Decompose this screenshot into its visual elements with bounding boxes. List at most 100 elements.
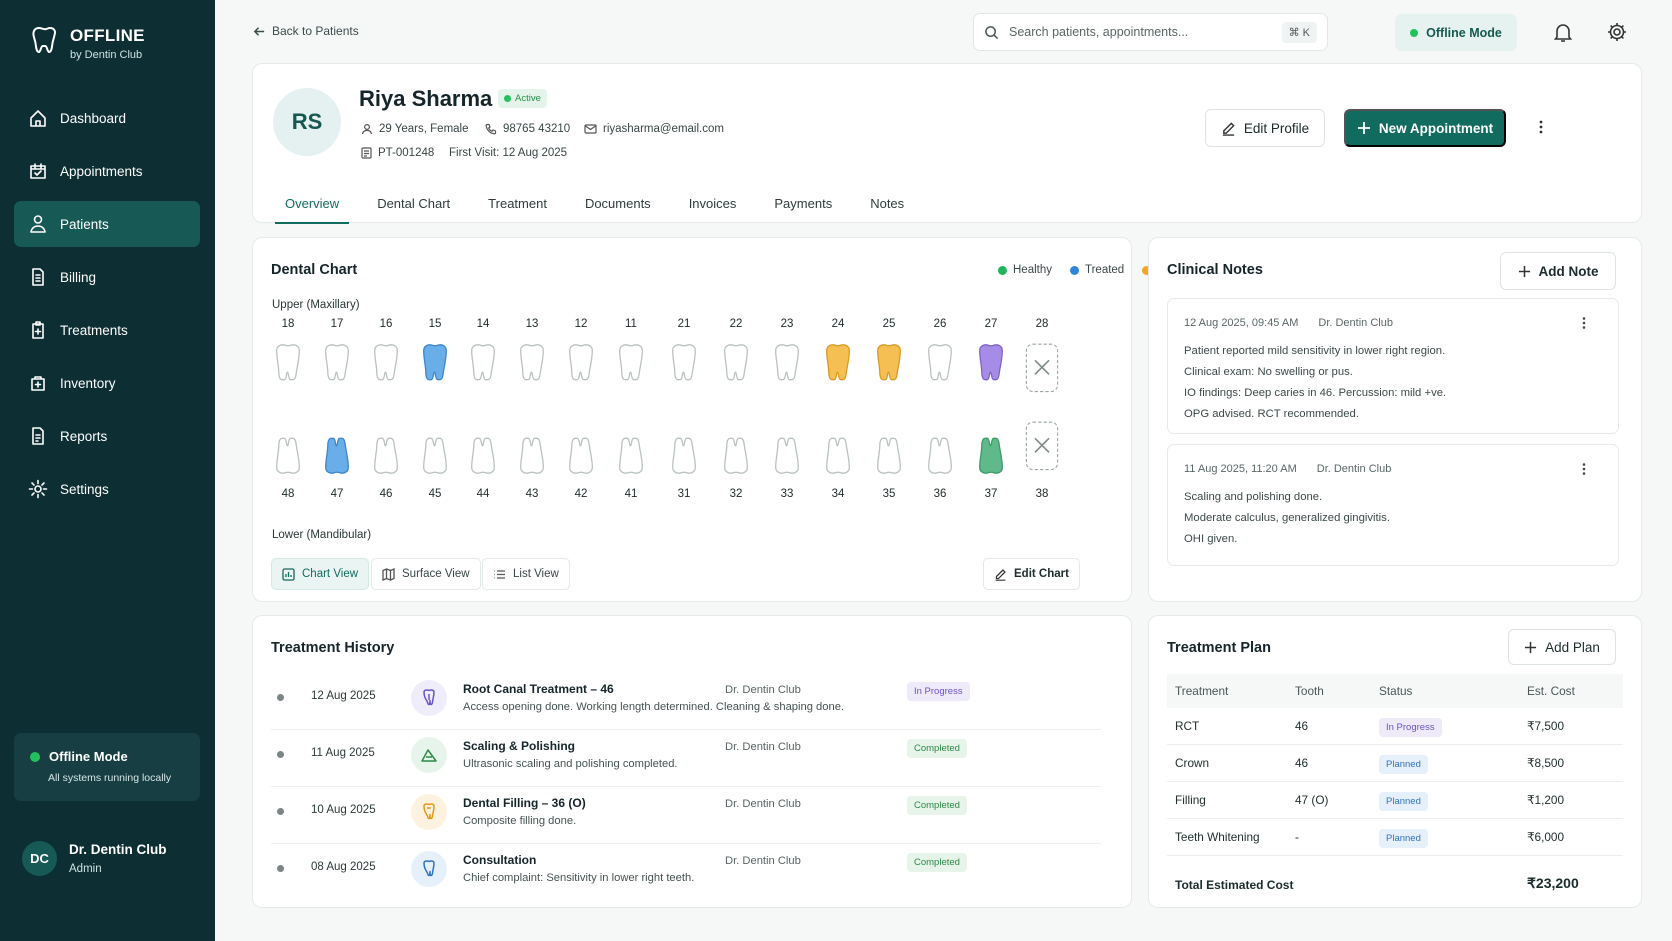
add-plan-button[interactable]: Add Plan	[1508, 629, 1616, 665]
tooth-36[interactable]	[920, 420, 960, 476]
tooth-23[interactable]	[767, 342, 807, 398]
tooth-number: 28	[1035, 318, 1049, 330]
bell-icon[interactable]	[1552, 21, 1574, 43]
tooth-21[interactable]	[664, 342, 704, 398]
tab-payments[interactable]: Payments	[774, 196, 833, 211]
home-icon	[28, 108, 48, 128]
sidebar-item-inventory[interactable]: Inventory	[14, 360, 200, 406]
dental-chart-title: Dental Chart	[271, 262, 358, 278]
note-more-icon[interactable]	[1576, 461, 1592, 477]
table-row[interactable]: Teeth Whitening - Planned ₹6,000	[1167, 819, 1623, 856]
tab-overview[interactable]: Overview	[275, 186, 350, 224]
tab-notes[interactable]: Notes	[870, 196, 905, 211]
tooth-11[interactable]	[611, 342, 651, 398]
tooth-34[interactable]	[818, 420, 858, 476]
treatment-history-row[interactable]: 12 Aug 2025 Root Canal Treatment – 46 Acce…	[271, 674, 1101, 730]
plan-tooth: 46	[1295, 719, 1309, 733]
tooth-18[interactable]	[268, 342, 308, 398]
tooth-33[interactable]	[767, 420, 807, 476]
tooth-42[interactable]	[561, 420, 601, 476]
legend-item-healthy: Healthy	[998, 264, 1052, 276]
table-row[interactable]: Crown 46 Planned ₹8,500	[1167, 745, 1623, 782]
add-note-button[interactable]: Add Note	[1500, 252, 1616, 290]
plan-cost: ₹7,500	[1527, 719, 1565, 733]
treatment-history-row[interactable]: 08 Aug 2025 Consultation Chief complaint: …	[271, 845, 1101, 901]
tooth-31[interactable]	[664, 420, 704, 476]
tab-dental-chart[interactable]: Dental Chart	[377, 196, 451, 211]
tooth-13[interactable]	[512, 342, 552, 398]
plan-tooth: -	[1295, 830, 1299, 844]
tooth-12[interactable]	[561, 342, 601, 398]
tooth-46[interactable]	[366, 420, 406, 476]
sidebar-item-patients[interactable]: Patients	[14, 201, 200, 247]
sidebar-item-treatments[interactable]: Treatments	[14, 307, 200, 353]
phone-text: 98765 43210	[503, 123, 571, 135]
legend-swatch	[998, 265, 1007, 275]
more-options-icon[interactable]	[1533, 119, 1549, 135]
tooth-35[interactable]	[869, 420, 909, 476]
sidebar-item-label: Billing	[60, 269, 97, 285]
table-row[interactable]: Filling 47 (O) Planned ₹1,200	[1167, 782, 1623, 819]
tooth-25[interactable]	[869, 342, 909, 398]
tooth-48[interactable]	[268, 420, 308, 476]
tooth-47[interactable]	[317, 420, 357, 476]
sidebar-item-settings[interactable]: Settings	[14, 466, 200, 512]
surface-view-button[interactable]: Surface View	[371, 558, 481, 590]
filling-icon	[411, 794, 447, 830]
tooth-number: 21	[677, 318, 691, 330]
tooth-38[interactable]	[1022, 420, 1062, 476]
tooth-26[interactable]	[920, 342, 960, 398]
tooth-logo-icon	[32, 26, 58, 54]
sidebar-item-billing[interactable]: Billing	[14, 254, 200, 300]
user-role: Admin	[69, 863, 102, 875]
treatment-plan-table: Treatment Tooth Status Est. Cost RCT 46 In Pro…	[1167, 674, 1623, 856]
tab-invoices[interactable]: Invoices	[688, 196, 737, 211]
tooth-28[interactable]	[1022, 342, 1062, 398]
tooth-41[interactable]	[611, 420, 651, 476]
tooth-15[interactable]	[415, 342, 455, 398]
sidebar-item-reports[interactable]: Reports	[14, 413, 200, 459]
edit-chart-button[interactable]: Edit Chart	[983, 558, 1080, 590]
sidebar-item-dashboard[interactable]: Dashboard	[14, 95, 200, 141]
offline-mode-label: Offline Mode	[1426, 25, 1502, 40]
list-view-button[interactable]: List View	[482, 558, 570, 590]
tooth-27[interactable]	[971, 342, 1011, 398]
consultation-icon	[411, 851, 447, 887]
tooth-number: 48	[281, 488, 295, 500]
person-icon	[361, 123, 373, 135]
search-bar[interactable]: ⌘ K	[973, 13, 1328, 51]
search-input[interactable]	[1009, 25, 1272, 39]
lower-jaw-label: Lower (Mandibular)	[272, 529, 372, 541]
tab-documents[interactable]: Documents	[584, 196, 651, 211]
tooth-14[interactable]	[463, 342, 503, 398]
plan-treatment: Teeth Whitening	[1175, 830, 1260, 844]
tab-treatment[interactable]: Treatment	[488, 196, 547, 211]
tooth-24[interactable]	[818, 342, 858, 398]
gear-icon[interactable]	[1606, 21, 1628, 43]
clinical-notes-card: Clinical Notes Add Note 12 Aug 2025, 09:…	[1148, 237, 1642, 602]
user-profile[interactable]: DC Dr. Dentin Club Admin	[22, 841, 167, 876]
treatment-history-row[interactable]: 10 Aug 2025 Dental Filling – 36 (O) Compos…	[271, 788, 1101, 844]
status-badge: Completed	[907, 853, 967, 872]
tooth-17[interactable]	[317, 342, 357, 398]
tooth-22[interactable]	[716, 342, 756, 398]
tooth-number: 17	[330, 318, 344, 330]
tooth-32[interactable]	[716, 420, 756, 476]
status-label: Active	[515, 93, 541, 104]
table-row[interactable]: RCT 46 In Progress ₹7,500	[1167, 708, 1623, 745]
offline-mode-indicator[interactable]: Offline Mode	[1395, 14, 1517, 51]
tooth-37[interactable]	[971, 420, 1011, 476]
new-appointment-button[interactable]: New Appointment	[1344, 109, 1506, 147]
sidebar-item-appointments[interactable]: Appointments	[14, 148, 200, 194]
chart-view-button[interactable]: Chart View	[271, 558, 370, 590]
tooth-45[interactable]	[415, 420, 455, 476]
note-more-icon[interactable]	[1576, 315, 1592, 331]
tooth-43[interactable]	[512, 420, 552, 476]
plan-treatment: RCT	[1175, 719, 1200, 733]
tooth-16[interactable]	[366, 342, 406, 398]
treatment-history-row[interactable]: 11 Aug 2025 Scaling & Polishing Ultrasonic…	[271, 731, 1101, 787]
edit-profile-button[interactable]: Edit Profile	[1205, 109, 1325, 147]
brand-subtitle: by Dentin Club	[70, 49, 143, 61]
tooth-44[interactable]	[463, 420, 503, 476]
back-to-patients-link[interactable]: Back to Patients	[253, 24, 359, 38]
